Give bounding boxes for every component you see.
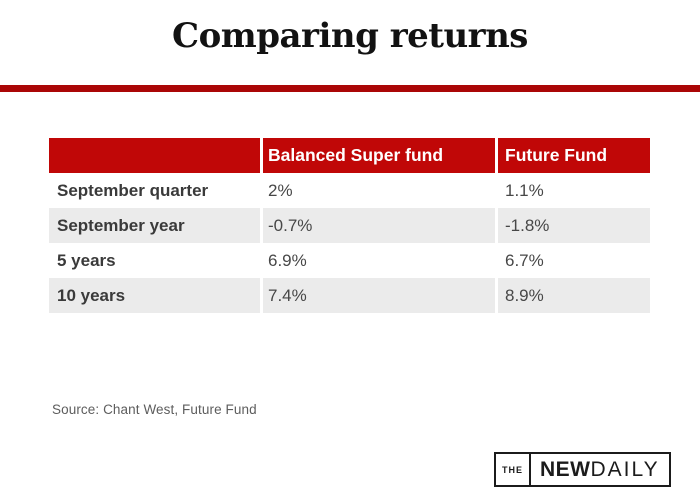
source-attribution: Source: Chant West, Future Fund [52, 402, 257, 417]
future-value: -1.8% [498, 208, 650, 243]
table-row: September quarter 2% 1.1% [49, 173, 650, 208]
row-label: 10 years [49, 278, 263, 313]
logo-word-new: NEW [540, 458, 591, 481]
future-value: 6.7% [505, 250, 544, 270]
table-header-row: Balanced Super fund Future Fund [49, 138, 650, 173]
logo-word-daily: DAILY [590, 458, 660, 481]
row-label: 5 years [49, 243, 263, 278]
header-cell-balanced-super-fund: Balanced Super fund [263, 138, 498, 173]
balanced-value: 2% [263, 173, 498, 208]
future-value: 1.1% [505, 180, 544, 200]
header-cell-blank [49, 138, 263, 173]
logo-the-box: THE [496, 454, 531, 485]
balanced-value: 7.4% [263, 278, 498, 313]
table-row: September year -0.7% -1.8% [49, 208, 650, 243]
row-label: September year [49, 208, 263, 243]
balanced-value: 6.9% [263, 243, 498, 278]
future-value: 8.9% [498, 278, 650, 313]
balanced-value: -0.7% [263, 208, 498, 243]
row-label: September quarter [49, 173, 263, 208]
returns-table-wrap: Balanced Super fund Future Fund Septembe… [49, 138, 650, 313]
table-row: 5 years 6.9% 6.7% [49, 243, 650, 278]
the-new-daily-logo: THE NEW DAILY [494, 452, 671, 487]
red-divider-rule [0, 85, 700, 92]
page-title: Comparing returns [172, 16, 528, 56]
returns-table: Balanced Super fund Future Fund Septembe… [49, 138, 650, 313]
header-cell-future-fund: Future Fund [498, 138, 650, 173]
logo-wordmark: NEW DAILY [531, 454, 669, 485]
table-row: 10 years 7.4% 8.9% [49, 278, 650, 313]
